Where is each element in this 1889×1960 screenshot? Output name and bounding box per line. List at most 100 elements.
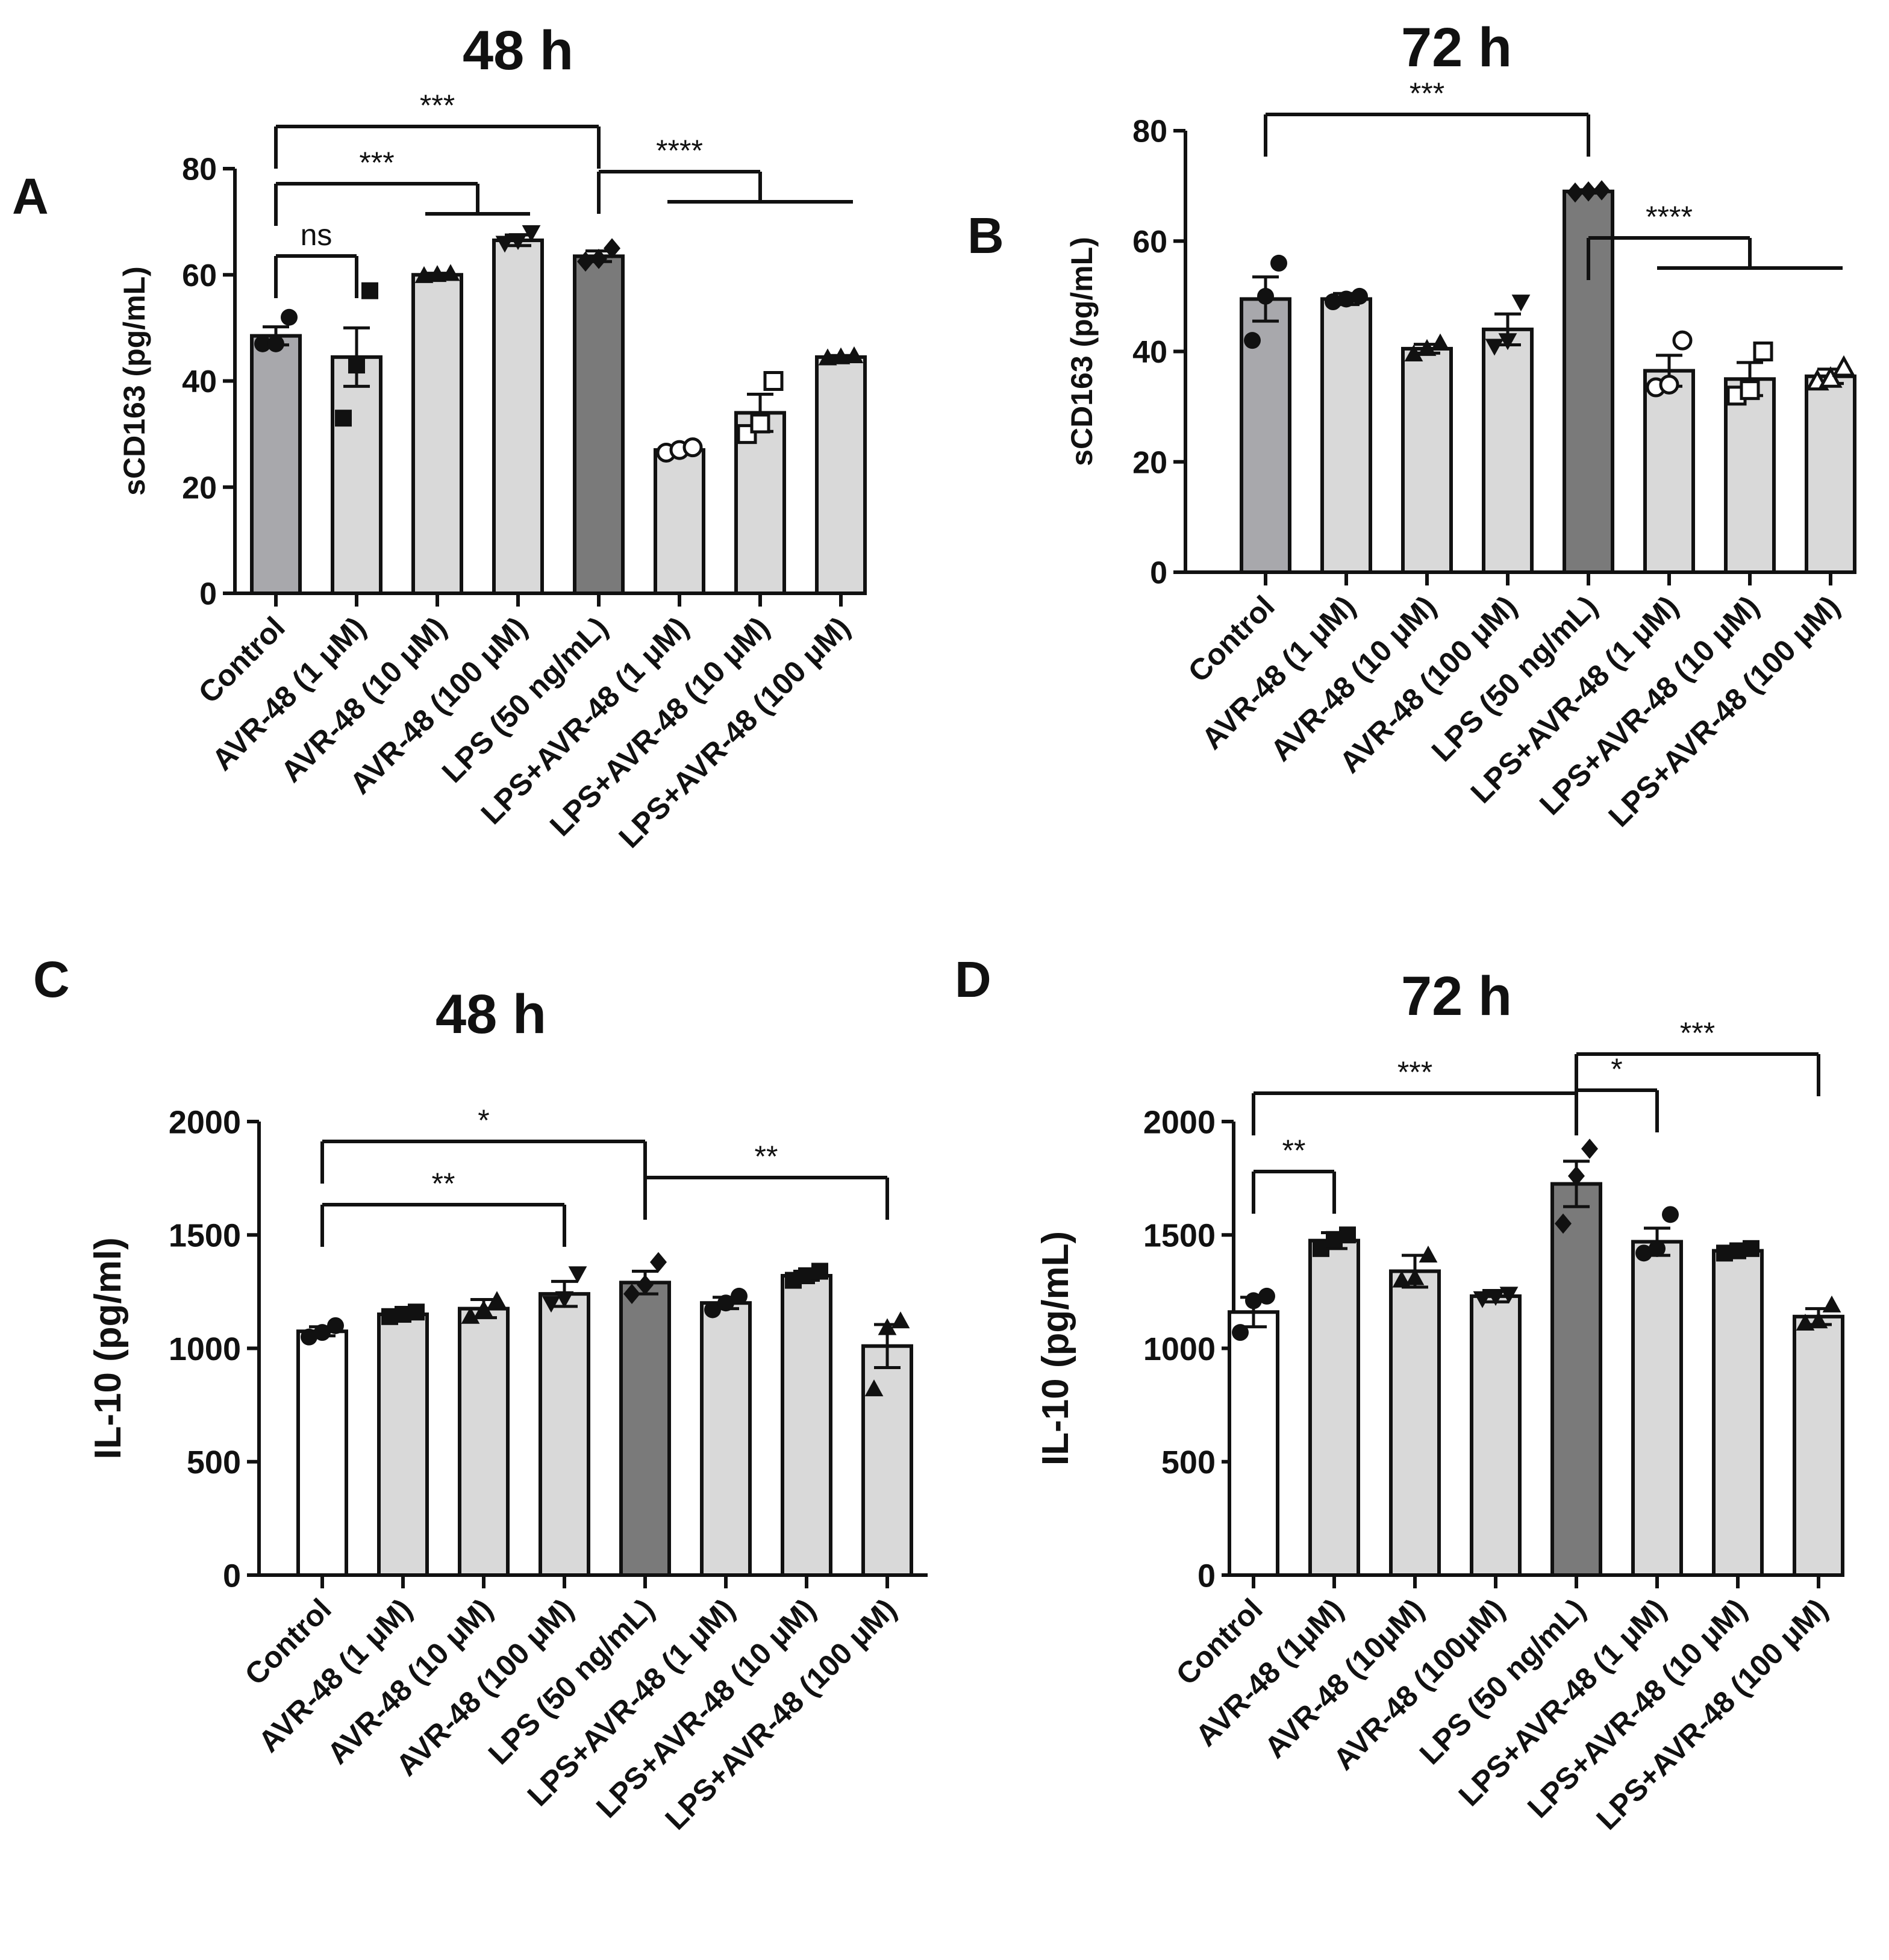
- chart-c-data-point: [891, 1311, 910, 1329]
- chart-d-bar: [1389, 1269, 1441, 1577]
- chart-c-bar: [700, 1301, 752, 1577]
- chart-a-significance-bracket: [274, 125, 601, 169]
- chart-d-data-point: [1232, 1324, 1249, 1341]
- chart-d-bar: [1712, 1249, 1764, 1578]
- chart-b-data-point: [1753, 342, 1773, 361]
- chart-b-data-point: [1511, 295, 1531, 312]
- chart-d-ylabel: IL-10 (pg/mL): [1035, 1231, 1076, 1465]
- chart-c-significance-label: **: [755, 1140, 778, 1173]
- chart-a-bar: [250, 334, 302, 595]
- chart-b-data-point: [1819, 366, 1843, 388]
- chart-a-data-point: [254, 335, 271, 352]
- chart-c-bar: [296, 1329, 348, 1577]
- chart-c-bar: [619, 1281, 671, 1577]
- chart-a-data-point: [831, 347, 851, 364]
- chart-c-ytick-label: 1000: [169, 1331, 241, 1367]
- chart-c-data-point: [301, 1328, 317, 1346]
- chart-a-bar: [573, 254, 625, 595]
- chart-a-data-point: [428, 265, 447, 282]
- chart-a-significance-label: ****: [656, 134, 703, 167]
- chart-a-significance-label: ns: [301, 218, 333, 252]
- chart-b-significance-label: ****: [1646, 200, 1693, 234]
- chart-c-significance-bracket: [320, 1203, 566, 1247]
- chart-b-data-point: [1580, 181, 1597, 202]
- chart-a-significance-bracket: [597, 170, 853, 214]
- chart-a-panel-letter: A: [12, 168, 49, 225]
- chart-b-significance-bracket: [1264, 113, 1590, 157]
- chart-b-ytick-label: 80: [1132, 114, 1167, 149]
- chart-b-ytick-label: 60: [1132, 225, 1167, 260]
- chart-d-bar: [1550, 1182, 1602, 1578]
- chart-b-data-point: [1257, 287, 1274, 305]
- chart-a-ytick-label: 40: [182, 364, 217, 399]
- chart-b-bar: [1724, 377, 1776, 574]
- chart-d-ytick-label: 2000: [1143, 1104, 1216, 1140]
- chart-d-bar: [1631, 1240, 1683, 1578]
- chart-a-data-point: [414, 266, 434, 283]
- chart-d-data-point: [1473, 1291, 1492, 1308]
- chart-d-bar: [1308, 1238, 1360, 1578]
- chart-d-data-point: [1392, 1270, 1411, 1288]
- panel-d: 72 h D 0 500 1000 1500 2000 IL-10 (pg/mL) Contro…: [945, 951, 1889, 1960]
- chart-c-ytick-label: 500: [187, 1444, 241, 1481]
- chart-d-data-point: [1245, 1292, 1262, 1309]
- chart-b-data-point: [1325, 293, 1341, 311]
- chart-a-significance-bracket: [274, 182, 530, 226]
- chart-a-data-point: [522, 225, 541, 242]
- chart-c-panel-letter: C: [33, 951, 70, 1008]
- chart-d-significance-label: ***: [1397, 1055, 1432, 1089]
- chart-d-ytick-label: 0: [1197, 1558, 1216, 1594]
- chart-d-significance-label: ***: [1680, 1016, 1715, 1050]
- chart-c-data-point: [704, 1301, 721, 1319]
- chart-a-data-point: [750, 413, 770, 434]
- chart-a-data-point: [577, 251, 594, 272]
- chart-b-data-point: [1659, 374, 1679, 395]
- chart-b-ytick-label: 40: [1132, 335, 1167, 370]
- chart-d-data-point: [1743, 1240, 1759, 1257]
- chart-c-data-point: [717, 1294, 734, 1312]
- chart-b-data-point: [1270, 254, 1287, 272]
- chart-a-significance-label: ***: [420, 89, 455, 122]
- chart-d-data-point: [1419, 1246, 1438, 1263]
- chart-b-significance-label: ***: [1410, 76, 1444, 110]
- chart-a-title: 48 h: [463, 20, 573, 81]
- chart-c-bar: [861, 1344, 913, 1577]
- chart-a-significance-label: ***: [359, 146, 394, 179]
- chart-a-data-point: [267, 335, 284, 352]
- chart-c-bar: [377, 1312, 429, 1578]
- chart-b-data-point: [1338, 290, 1355, 308]
- chart-c-bar: [539, 1292, 590, 1577]
- chart-b-data-point: [1567, 182, 1584, 203]
- chart-d-data-point: [1499, 1287, 1519, 1304]
- chart-b-data-point: [1404, 344, 1423, 361]
- panel-c: 48 h C 0 500 1000 1500 2000 IL-10 (pg/ml) Contro…: [0, 951, 945, 1960]
- chart-b-data-point: [1672, 330, 1693, 351]
- chart-b-data-point: [1498, 333, 1517, 351]
- chart-b-bar: [1401, 346, 1453, 574]
- chart-a-data-point: [495, 236, 514, 253]
- chart-d-data-point: [1486, 1289, 1505, 1306]
- chart-b-data-point: [1485, 339, 1504, 356]
- chart-a-significance-bracket: [274, 254, 358, 298]
- chart-d-data-point: [1568, 1166, 1585, 1187]
- chart-d-data-point: [1405, 1268, 1425, 1285]
- chart-a-ytick-label: 20: [182, 470, 217, 505]
- chart-a-data-point: [818, 348, 837, 366]
- chart-a-ytick-label: 80: [182, 152, 217, 187]
- chart-b-bar: [1320, 297, 1372, 574]
- chart-d-data-point: [1258, 1287, 1275, 1305]
- chart-b-data-point: [1832, 355, 1856, 377]
- chart-a-data-point: [508, 233, 528, 251]
- chart-a-bar: [411, 273, 463, 595]
- chart-d-significance-bracket: [1252, 1170, 1336, 1214]
- chart-a-data-point: [682, 437, 703, 458]
- chart-d-data-point: [1649, 1240, 1666, 1257]
- chart-d-ytick-label: 1000: [1143, 1331, 1216, 1367]
- chart-d-data-point: [1809, 1311, 1828, 1329]
- chart-d-ytick-label: 500: [1161, 1444, 1216, 1481]
